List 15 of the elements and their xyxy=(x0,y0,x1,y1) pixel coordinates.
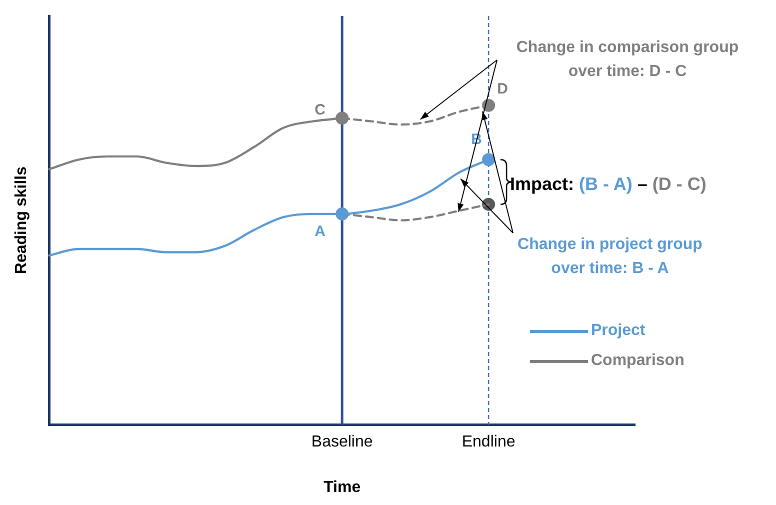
annotation: D xyxy=(497,80,508,98)
legend-label: Project xyxy=(591,322,646,340)
text: Change in comparison group over time: D - C xyxy=(515,38,740,82)
y-axis-title: Reading skills xyxy=(13,166,30,274)
x-tick-label: Endline xyxy=(462,434,516,451)
annotation: (B - A) xyxy=(579,174,634,194)
annotation: A xyxy=(314,223,326,240)
legend-label: Comparison xyxy=(591,352,684,370)
text: – xyxy=(637,174,648,194)
x-tick-label: Baseline xyxy=(311,434,373,451)
annotation: Impact: xyxy=(510,174,576,194)
annotation: Change in project group over time: B - A xyxy=(516,235,704,279)
x-axis-title: Time xyxy=(324,478,361,496)
annotation: C xyxy=(314,101,326,118)
text: (D - C) xyxy=(652,174,706,194)
